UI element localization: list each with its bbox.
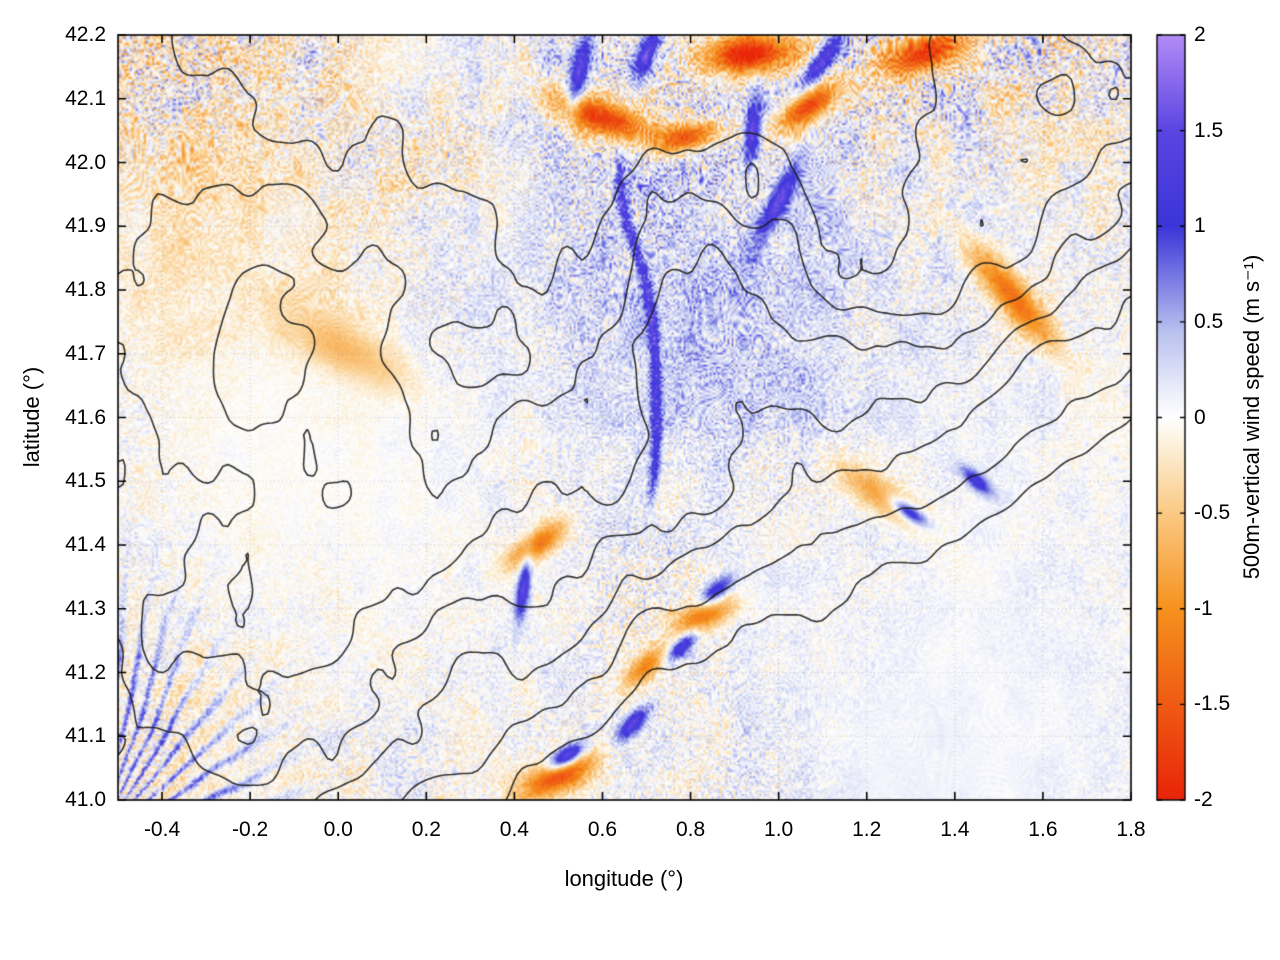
x-tick-label: 1.2 xyxy=(852,818,882,841)
colorbar-tick-label: 0 xyxy=(1194,405,1206,429)
colorbar-tick-label: -1 xyxy=(1194,596,1213,620)
x-axis-label: longitude (°) xyxy=(564,866,684,891)
colorbar-tick-label: 1 xyxy=(1194,214,1206,238)
y-axis-label: latitude (°) xyxy=(19,366,44,468)
y-tick-label: 41.3 xyxy=(65,596,106,620)
colorbar-tick-label: 1.5 xyxy=(1194,118,1224,142)
y-tick-label: 41.1 xyxy=(65,724,106,748)
x-tick-label: 0.4 xyxy=(499,818,529,841)
x-tick-label: 1.8 xyxy=(1116,818,1146,841)
colorbar-tick-label: 0.5 xyxy=(1194,309,1224,333)
x-tick-label: 1.0 xyxy=(764,818,794,841)
y-tick-label: 41.5 xyxy=(65,469,106,493)
x-tick-label: 1.6 xyxy=(1028,818,1058,841)
colorbar-tick-label: -1.5 xyxy=(1194,692,1231,716)
y-tick-label: 41.8 xyxy=(65,278,106,301)
y-tick-label: 42.0 xyxy=(65,150,106,174)
x-tick-label: 0.2 xyxy=(411,818,441,841)
y-tick-label: 41.6 xyxy=(65,405,106,429)
colorbar-tick-label: -0.5 xyxy=(1194,501,1231,525)
y-tick-label: 41.0 xyxy=(65,788,106,811)
y-tick-label: 41.7 xyxy=(65,341,106,365)
y-tick-label: 41.2 xyxy=(65,660,106,684)
y-tick-label: 41.4 xyxy=(65,533,106,556)
colorbar-tick-label: -2 xyxy=(1194,788,1213,811)
y-tick-label: 41.9 xyxy=(65,214,106,238)
x-tick-label: 0.8 xyxy=(675,818,706,841)
x-tick-label: 0.0 xyxy=(323,818,353,841)
x-tick-label: -0.2 xyxy=(232,818,269,841)
x-tick-label: 1.4 xyxy=(940,818,970,841)
y-tick-label: 42.1 xyxy=(65,86,106,110)
x-tick-label: -0.4 xyxy=(143,818,181,841)
colorbar-label: 500m-vertical wind speed (m s⁻¹) xyxy=(1239,254,1264,580)
y-tick-label: 42.2 xyxy=(65,23,106,46)
x-tick-label: 0.6 xyxy=(587,818,618,841)
colorbar-tick-label: 2 xyxy=(1194,23,1206,46)
